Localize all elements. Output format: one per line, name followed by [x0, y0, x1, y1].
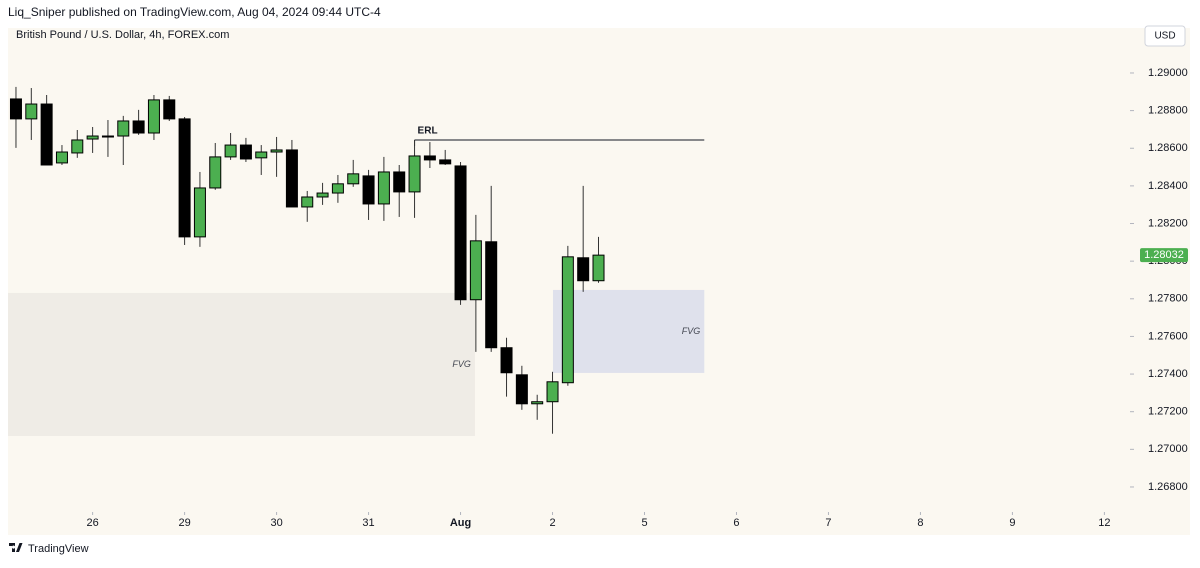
candle-body [515, 374, 528, 405]
x-tick-label: 7 [825, 517, 831, 529]
logo [9, 543, 23, 552]
y-tick-label: 1.28400 [1148, 180, 1188, 192]
candle-body [561, 256, 574, 384]
candle-body [209, 156, 222, 189]
x-tick-label: 8 [917, 517, 923, 529]
y-tick-label: 1.27800 [1148, 293, 1188, 305]
level-label: ERL [418, 126, 438, 137]
x-tick-label: 31 [362, 517, 374, 529]
header: Liq_Sniper published on TradingView.com,… [8, 5, 381, 19]
candle-body [546, 381, 559, 403]
x-tick-label: 6 [733, 517, 739, 529]
candle-body [285, 149, 298, 208]
candle-body [239, 144, 252, 160]
candle-body [531, 401, 544, 405]
y-tick-label: 1.28200 [1148, 217, 1188, 229]
x-tick-label: 9 [1009, 517, 1015, 529]
x-tick-label: 12 [1098, 517, 1110, 529]
y-tick-label: 1.27600 [1148, 330, 1188, 342]
candle-body [71, 139, 84, 154]
y-tick-label: 1.27400 [1148, 368, 1188, 380]
candle-body [485, 241, 498, 349]
candle-body [25, 103, 38, 120]
candle-body [592, 254, 605, 282]
currency-button[interactable] [1144, 25, 1186, 47]
candle-body [408, 155, 421, 193]
y-tick-label: 1.29000 [1148, 67, 1188, 79]
candle-body [86, 135, 99, 140]
candle-body [500, 347, 513, 374]
candle-body [9, 98, 22, 120]
x-tick-label: Aug [450, 517, 471, 529]
fvg-zone [8, 292, 475, 436]
candle-body [132, 120, 145, 134]
candle-body [577, 257, 590, 282]
candle-body [40, 103, 53, 166]
y-tick-label: 1.27200 [1148, 406, 1188, 418]
y-tick-label: 1.26800 [1148, 481, 1188, 493]
y-tick-label: 1.28600 [1148, 142, 1188, 154]
currency[interactable]: USD [1154, 31, 1175, 42]
candle-body [331, 183, 344, 194]
candle-body [439, 159, 452, 165]
candle-body [55, 151, 68, 164]
candle-body [362, 175, 375, 205]
candle-body [377, 171, 390, 205]
candle-body [255, 151, 268, 159]
zone-label: FVG [452, 359, 471, 369]
candle-body [393, 171, 406, 193]
candle-body [163, 99, 176, 120]
candle-body [147, 99, 160, 134]
x-tick-label: 30 [270, 517, 282, 529]
candle-body [316, 192, 329, 198]
candle-body [347, 173, 360, 185]
chart-title: British Pound / U.S. Dollar, 4h, FOREX.c… [16, 29, 229, 41]
candle-body [454, 165, 467, 301]
x-tick-label: 26 [86, 517, 98, 529]
y-tick-label: 1.27000 [1148, 443, 1188, 455]
y-tick-label: 1.28800 [1148, 105, 1188, 117]
last-price-label: 1.28032 [1144, 249, 1184, 261]
candle-body [270, 149, 283, 153]
footer: TradingView [28, 543, 89, 555]
candle-body [301, 196, 314, 208]
x-tick-label: 2 [549, 517, 555, 529]
x-tick-label: 29 [178, 517, 190, 529]
candle-body [224, 144, 237, 158]
candle-body [193, 187, 206, 238]
last-price-tag [1140, 248, 1188, 263]
candle-body [178, 118, 191, 238]
candle-body [423, 155, 436, 161]
candle-body [117, 120, 130, 137]
zone-label: FVG [682, 326, 701, 336]
fvg-zone [552, 289, 705, 373]
x-tick-label: 5 [641, 517, 647, 529]
candle-body [101, 135, 114, 138]
candle-body [469, 240, 482, 301]
